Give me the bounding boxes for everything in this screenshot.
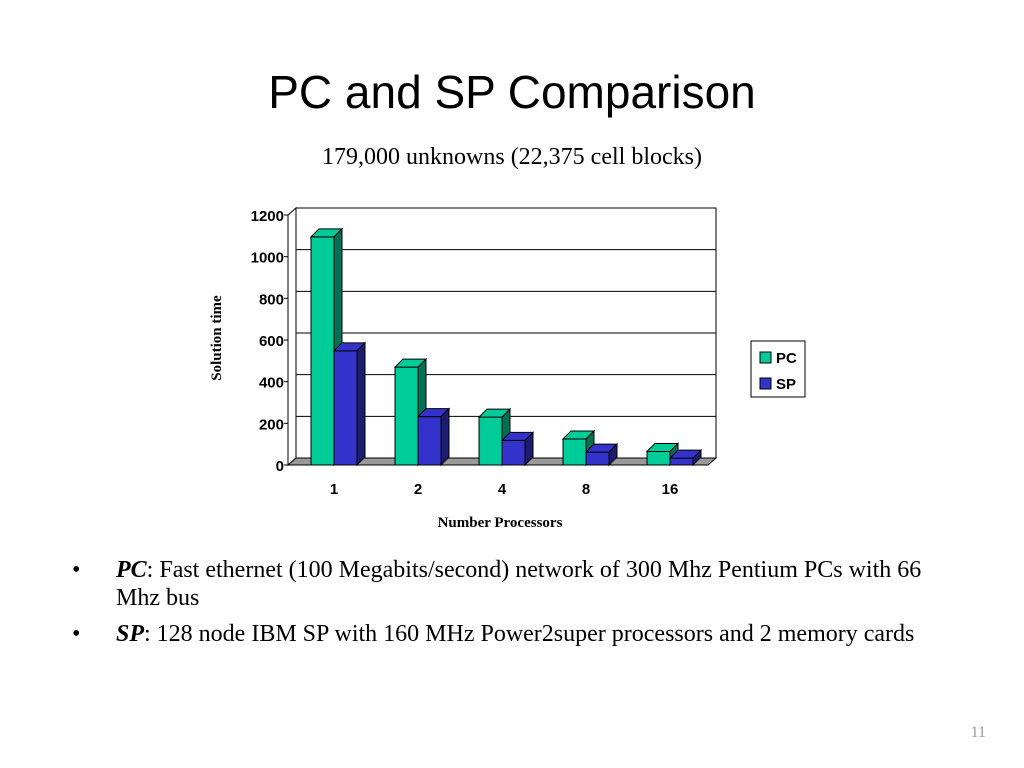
bullet-dot-icon: • bbox=[72, 557, 81, 583]
bar-pc-front bbox=[394, 366, 419, 466]
page-number: 11 bbox=[970, 724, 986, 741]
bullet-item-pc: • PC: Fast ethernet (100 Megabits/second… bbox=[72, 556, 952, 612]
legend-box bbox=[750, 340, 806, 398]
bar-sp-front bbox=[585, 451, 610, 466]
y-tick-label: 1000 bbox=[251, 250, 284, 267]
y-tick-label: 200 bbox=[259, 416, 284, 433]
side-wall bbox=[287, 206, 297, 467]
bar-sp-side bbox=[524, 431, 534, 467]
y-tick-label: 1200 bbox=[251, 208, 284, 225]
y-tick-label: 400 bbox=[259, 375, 284, 392]
bar-sp-front bbox=[501, 439, 526, 466]
bullet-text: : Fast ethernet (100 Megabits/second) ne… bbox=[116, 557, 922, 611]
bar-sp-front bbox=[333, 350, 358, 466]
bar-pc-front bbox=[310, 236, 335, 466]
bar-pc-front bbox=[562, 438, 587, 466]
bar-sp-front bbox=[669, 457, 694, 466]
bar-pc-front bbox=[646, 450, 671, 466]
slide-subtitle: 179,000 unknowns (22,375 cell blocks) bbox=[322, 144, 702, 170]
bullet-text: : 128 node IBM SP with 160 MHz Power2sup… bbox=[144, 621, 915, 647]
x-axis-title: Number Processors bbox=[438, 515, 563, 531]
x-tick-label: 1 bbox=[330, 481, 338, 498]
bullet-term: PC bbox=[116, 557, 147, 583]
bullet-list: • PC: Fast ethernet (100 Megabits/second… bbox=[72, 556, 952, 656]
bar-sp-side bbox=[356, 341, 366, 467]
legend-swatch-pc bbox=[759, 351, 772, 364]
x-tick-label: 8 bbox=[582, 481, 590, 498]
bullet-term: SP bbox=[116, 621, 145, 647]
legend-label-sp: SP bbox=[776, 376, 796, 393]
bar-sp-side bbox=[440, 407, 450, 467]
bullet-dot-icon: • bbox=[72, 621, 81, 647]
x-tick-label: 2 bbox=[414, 481, 422, 498]
y-axis-title: Solution time bbox=[209, 295, 225, 381]
y-tick-label: 0 bbox=[276, 458, 284, 475]
bullet-item-sp: • SP: 128 node IBM SP with 160 MHz Power… bbox=[72, 620, 952, 648]
slide-title: PC and SP Comparison bbox=[268, 66, 756, 118]
legend-label-pc: PC bbox=[776, 350, 797, 367]
bar-sp-side bbox=[692, 448, 702, 467]
x-tick-label: 4 bbox=[498, 481, 507, 498]
x-tick-label: 16 bbox=[662, 481, 679, 498]
legend-swatch-sp bbox=[759, 377, 772, 390]
y-tick-label: 800 bbox=[259, 291, 284, 308]
bar-sp-front bbox=[417, 416, 442, 466]
bar-sp-side bbox=[608, 442, 618, 467]
y-tick-label: 600 bbox=[259, 333, 284, 350]
bar-pc-front bbox=[478, 416, 503, 466]
